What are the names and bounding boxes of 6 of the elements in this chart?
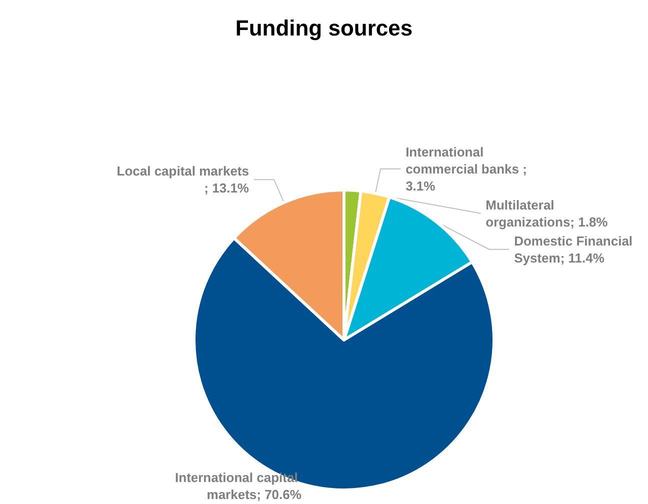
slice-label: Domestic Financial System; 11.4% <box>514 233 636 266</box>
chart-title: Funding sources <box>235 16 413 40</box>
slice-label: Multilateral organizations; 1.8% <box>486 197 608 230</box>
slice-label: Local capital markets <box>116 164 249 179</box>
slice-label: International commercial banks ; 3.1% <box>406 144 531 194</box>
data-label: ; 13.1% <box>200 180 250 196</box>
